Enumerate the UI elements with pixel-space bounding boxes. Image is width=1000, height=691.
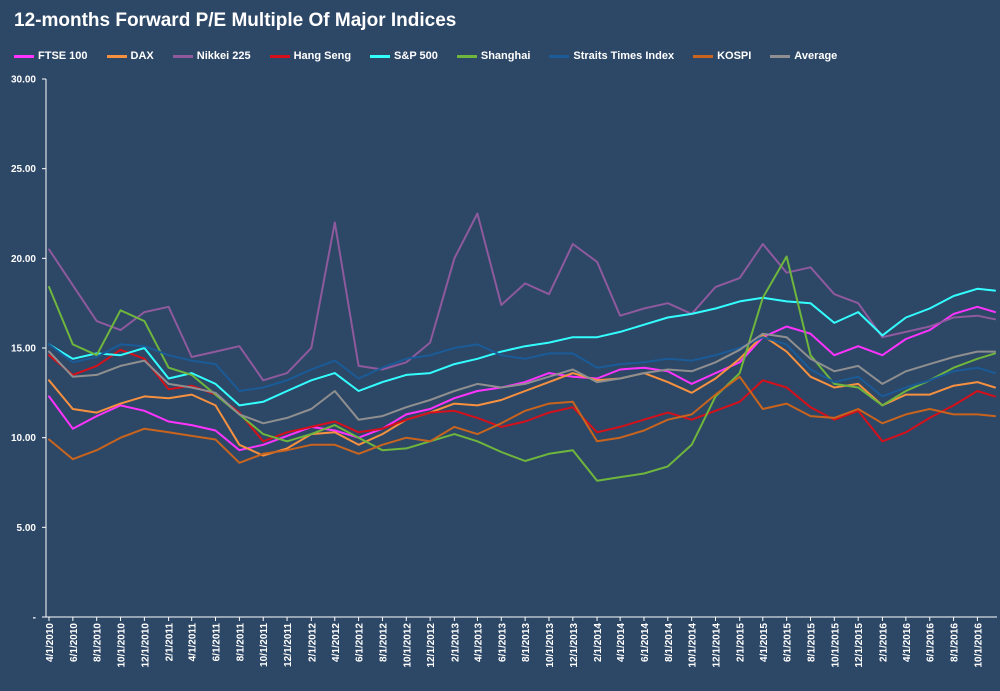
y-tick-label: 30.00 bbox=[11, 75, 36, 86]
legend-item: Straits Times Index bbox=[549, 50, 674, 62]
y-tick-label: 10.00 bbox=[11, 433, 36, 444]
x-tick-label: 2/1/2011 bbox=[165, 623, 176, 662]
legend-swatch bbox=[269, 54, 290, 58]
y-tick-label: 25.00 bbox=[11, 164, 36, 175]
x-tick-label: 2/1/2015 bbox=[736, 623, 747, 662]
legend-swatch bbox=[106, 54, 127, 58]
legend-item: Hang Seng bbox=[269, 50, 352, 62]
x-tick-label: 8/1/2011 bbox=[235, 623, 246, 662]
legend-label: FTSE 100 bbox=[38, 50, 88, 62]
legend-label: S&P 500 bbox=[394, 50, 438, 62]
legend-item: Average bbox=[770, 50, 837, 62]
legend-label: DAX bbox=[130, 50, 154, 62]
x-tick-label: 2/1/2013 bbox=[450, 623, 461, 662]
series-line-straits-times-index bbox=[48, 336, 996, 398]
legend-item: KOSPI bbox=[693, 50, 751, 62]
legend-label: Straits Times Index bbox=[573, 50, 675, 62]
chart-title: 12-months Forward P/E Multiple Of Major … bbox=[14, 10, 457, 31]
series-line-dax bbox=[48, 334, 996, 457]
x-tick-label: 2/1/2014 bbox=[593, 623, 604, 662]
x-tick-label: 12/1/2010 bbox=[140, 623, 151, 668]
x-tick-label: 8/1/2010 bbox=[93, 623, 104, 662]
series-line-s-p-500 bbox=[48, 287, 996, 407]
x-tick-label: 12/1/2015 bbox=[854, 623, 865, 668]
x-tick-label: 8/1/2015 bbox=[806, 623, 817, 662]
legend-label: KOSPI bbox=[717, 50, 752, 62]
legend-item: FTSE 100 bbox=[14, 50, 88, 62]
x-tick-label: 12/1/2014 bbox=[712, 623, 723, 668]
legend-item: DAX bbox=[106, 50, 154, 62]
x-tick-label: 10/1/2016 bbox=[973, 623, 984, 668]
x-tick-label: 6/1/2015 bbox=[783, 623, 794, 662]
legend-item: S&P 500 bbox=[370, 50, 438, 62]
x-tick-label: 12/1/2012 bbox=[426, 623, 437, 668]
x-tick-label: 4/1/2014 bbox=[616, 623, 627, 662]
legend-label: Hang Seng bbox=[293, 50, 352, 62]
legend-swatch bbox=[549, 54, 570, 58]
legend-swatch bbox=[370, 54, 391, 58]
x-tick-label: 6/1/2016 bbox=[926, 623, 937, 662]
y-tick-label: 20.00 bbox=[11, 254, 36, 265]
x-tick-label: 12/1/2013 bbox=[569, 623, 580, 668]
x-tick-label: 10/1/2011 bbox=[259, 623, 270, 667]
x-tick-label: 4/1/2015 bbox=[759, 623, 770, 662]
x-tick-label: 10/1/2010 bbox=[117, 623, 128, 668]
x-tick-label: 4/1/2011 bbox=[188, 623, 199, 662]
x-tick-label: 2/1/2016 bbox=[878, 623, 889, 662]
legend-label: Nikkei 225 bbox=[196, 50, 251, 62]
x-tick-label: 10/1/2014 bbox=[688, 623, 699, 668]
y-tick-label: 15.00 bbox=[11, 344, 36, 355]
x-tick-label: 4/1/2012 bbox=[331, 623, 342, 662]
series-line-ftse-100 bbox=[48, 305, 996, 452]
x-tick-label: 6/1/2011 bbox=[212, 623, 223, 662]
legend-swatch bbox=[456, 54, 477, 58]
x-tick-label: 8/1/2013 bbox=[521, 623, 532, 662]
legend-item: Shanghai bbox=[456, 50, 531, 62]
x-tick-label: 12/1/2011 bbox=[283, 623, 294, 667]
series-line-nikkei-225 bbox=[48, 212, 996, 382]
x-tick-label: 4/1/2013 bbox=[473, 623, 484, 662]
x-tick-label: 8/1/2016 bbox=[950, 623, 961, 662]
x-tick-label: 6/1/2014 bbox=[640, 623, 651, 662]
legend-swatch bbox=[172, 54, 193, 58]
series-line-kospi bbox=[48, 375, 996, 464]
legend-swatch bbox=[693, 54, 714, 58]
legend-label: Average bbox=[794, 50, 838, 62]
x-tick-label: 6/1/2010 bbox=[69, 623, 80, 662]
x-tick-label: 10/1/2013 bbox=[545, 623, 556, 668]
y-tick-label: 5.00 bbox=[17, 523, 37, 534]
x-tick-label: 8/1/2012 bbox=[378, 623, 389, 662]
legend-swatch bbox=[14, 54, 34, 58]
legend-item: Nikkei 225 bbox=[172, 50, 251, 62]
legend-swatch bbox=[770, 54, 791, 58]
series-line-shanghai bbox=[48, 255, 996, 482]
x-tick-label: 8/1/2014 bbox=[664, 623, 675, 662]
x-tick-label: 6/1/2012 bbox=[355, 623, 366, 662]
x-tick-label: 6/1/2013 bbox=[497, 623, 508, 662]
legend-label: Shanghai bbox=[480, 50, 531, 62]
x-tick-label: 10/1/2012 bbox=[402, 623, 413, 668]
series-line-average bbox=[48, 332, 996, 425]
x-tick-label: 2/1/2012 bbox=[307, 623, 318, 662]
x-tick-label: 4/1/2010 bbox=[45, 623, 56, 662]
legend: FTSE 100 DAX Nikkei 225 Hang Seng S&P 500 Sha… bbox=[14, 48, 856, 64]
x-tick-label: 10/1/2015 bbox=[830, 623, 841, 668]
x-tick-label: 4/1/2016 bbox=[902, 623, 913, 662]
y-tick-label: - bbox=[33, 613, 36, 624]
